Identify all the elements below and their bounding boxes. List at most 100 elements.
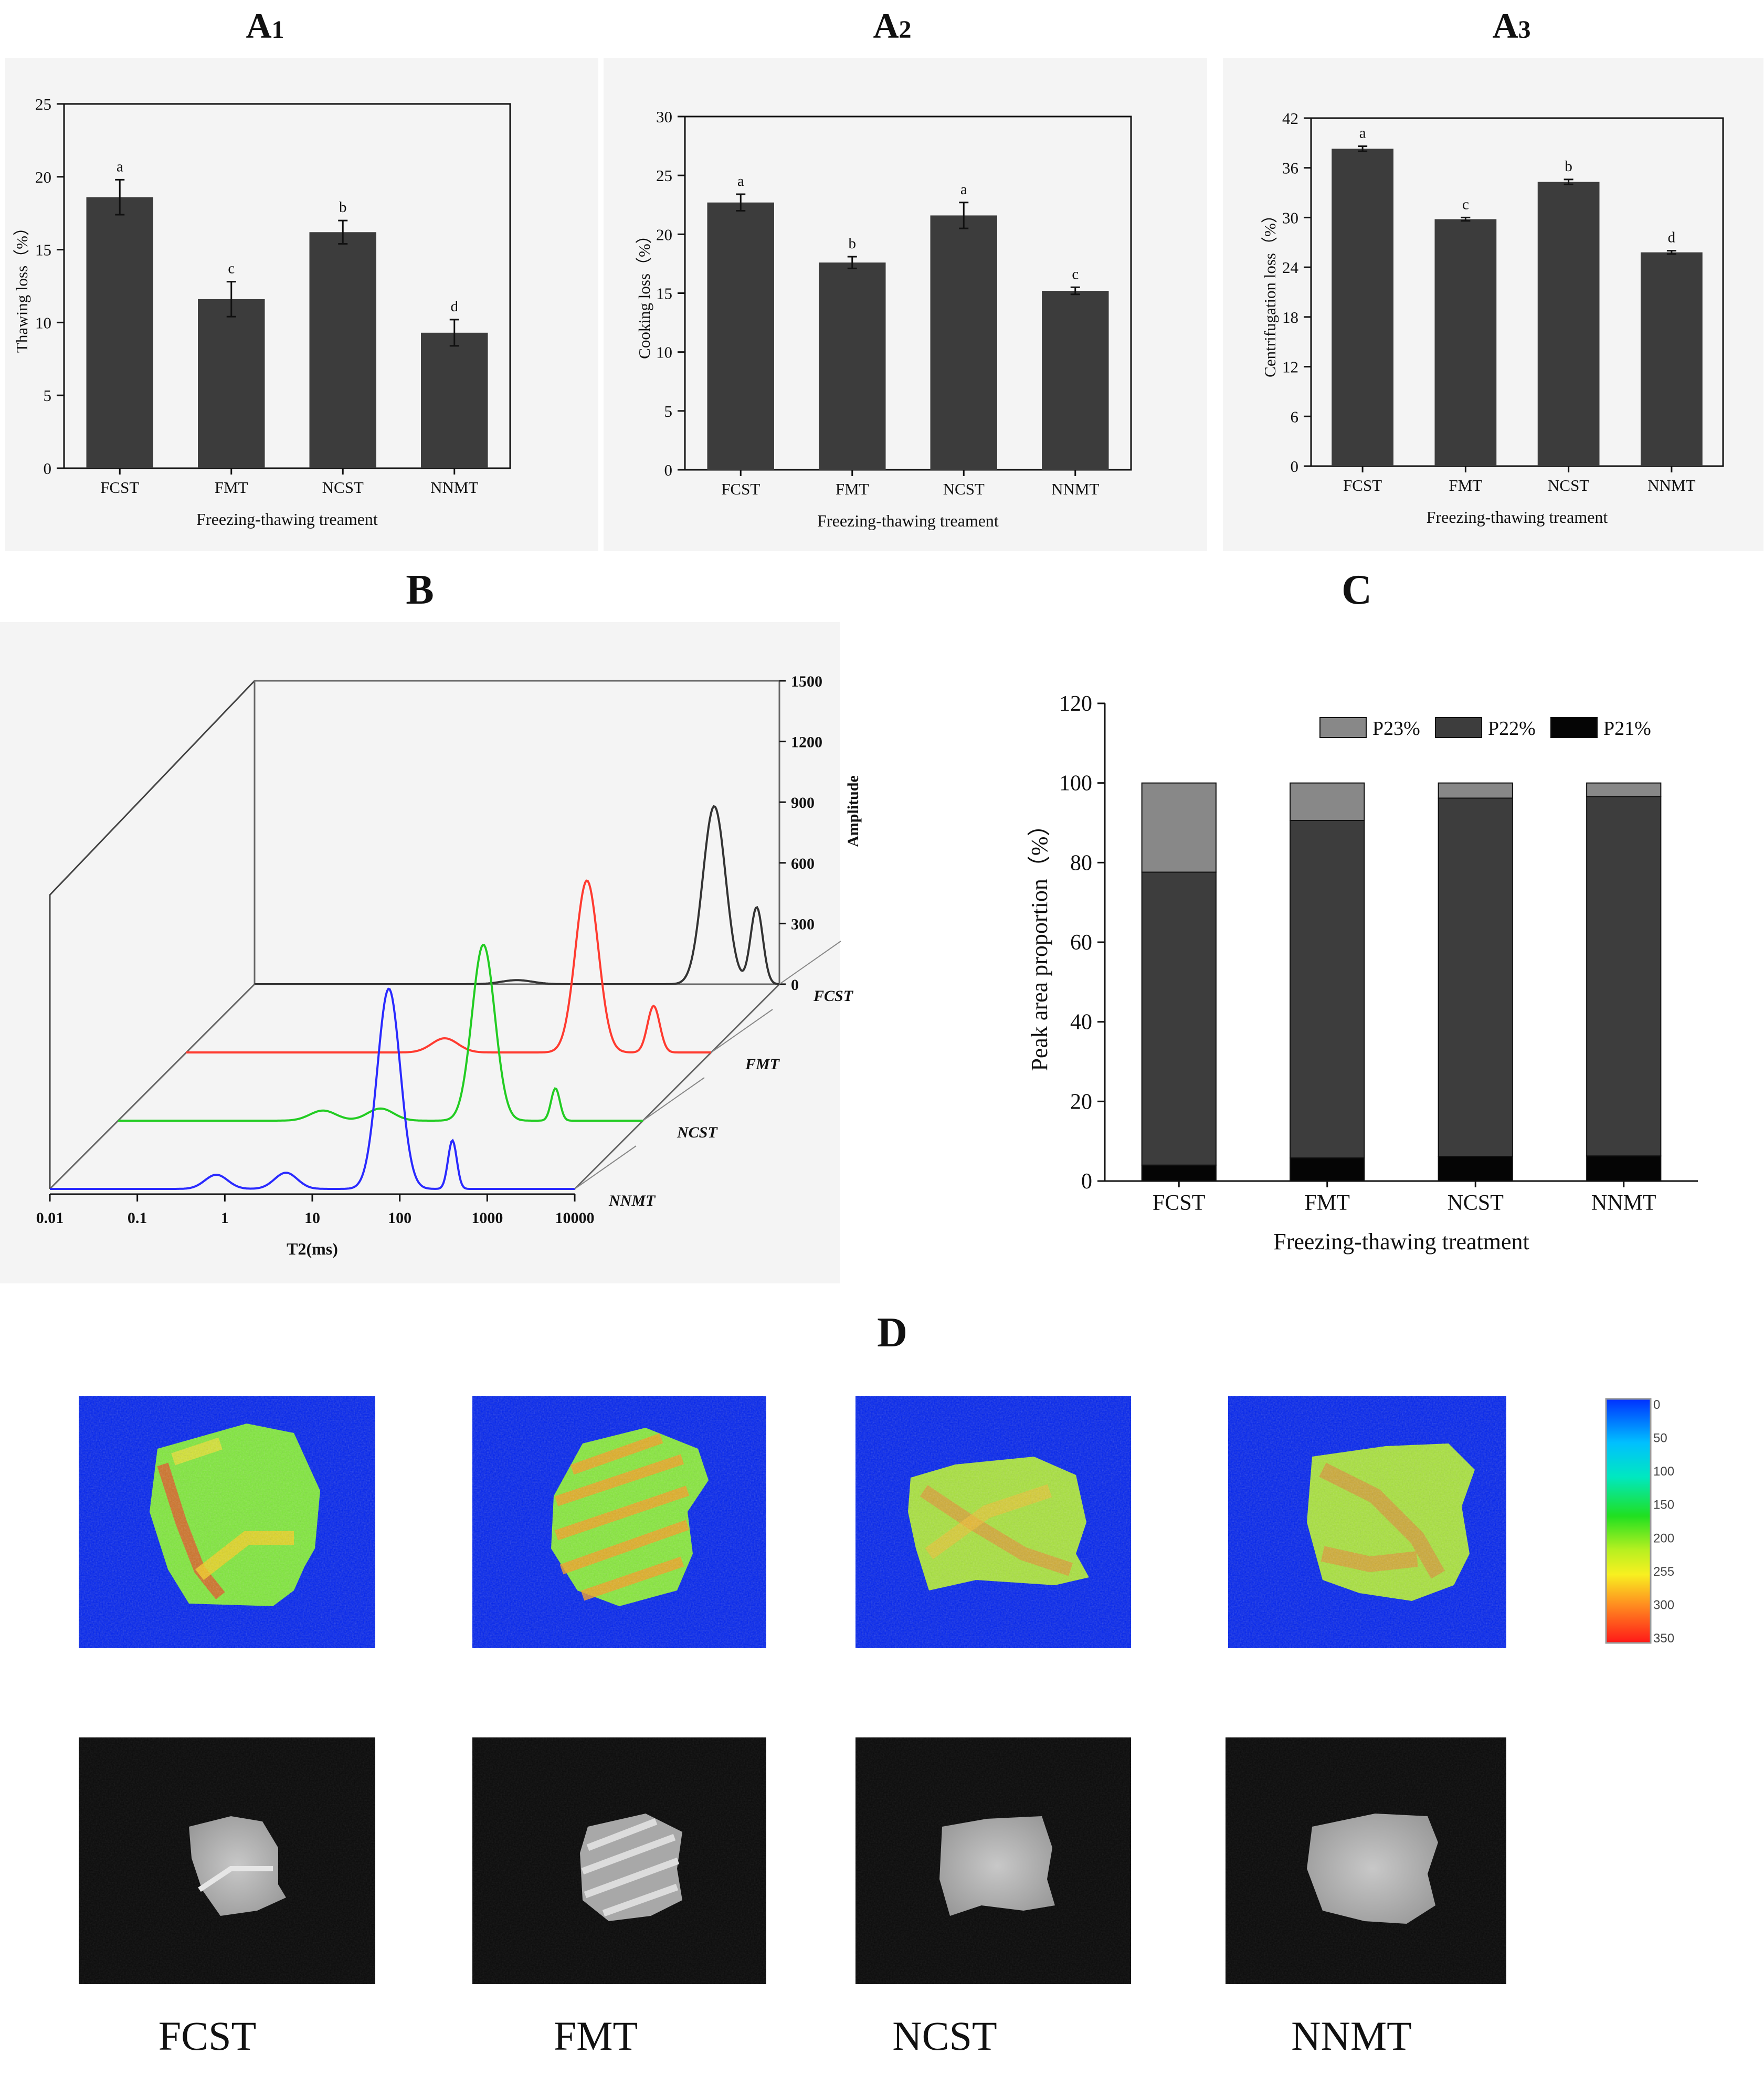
y-tick-label: 36 [1282, 159, 1298, 177]
series-line-fcst [255, 805, 780, 985]
significance-letter: c [1072, 266, 1079, 282]
chart-c-peak-area-proportion: 0 20 40 60 80 100 120 FCST FMT NCST NNMT Freezing-t… [1027, 692, 1698, 1255]
x-tick-label: FMT [836, 480, 869, 498]
y-tick-label: 30 [1282, 208, 1298, 227]
x-tick-label: 10000 [555, 1209, 595, 1227]
chart-a2-cooking-loss: 0 5 10 15 20 25 30 a FCST b FMT a NCST c NNMT Freezing-… [635, 108, 1132, 530]
sample-label-nnmt: NNMT [1291, 2013, 1412, 2059]
y-tick-label: 5 [664, 402, 673, 420]
x-tick-label: 10 [304, 1209, 320, 1227]
y-tick-label: 42 [1282, 109, 1298, 128]
y-axis-label: Cooking loss（%） [635, 227, 653, 359]
pseudo-image-fcst [79, 1396, 375, 1648]
y-tick-label: 20 [1070, 1090, 1092, 1114]
y-tick-label: 40 [1070, 1010, 1092, 1035]
x-tick-label: NNMT [1647, 476, 1695, 494]
legend-swatch [1319, 717, 1367, 738]
bar-fmt [1434, 219, 1497, 466]
colorbar-tick-label: 350 [1653, 1631, 1674, 1646]
gray-image-ncst [855, 1737, 1131, 1984]
x-tick-label: FCST [1343, 476, 1382, 494]
y-tick-label: 25 [656, 166, 672, 185]
bar-segment-fcst-p21 [1141, 1164, 1217, 1182]
z-tick-label: 1500 [791, 673, 822, 690]
bar-nnmt [1042, 291, 1109, 470]
panel-letter: A [873, 6, 899, 46]
series-line-fmt [186, 879, 711, 1053]
z-tick-label: 600 [791, 855, 815, 872]
significance-letter: b [1565, 158, 1572, 175]
bar-fcst [707, 202, 774, 470]
bar-segment-nnmt-p22 [1586, 796, 1662, 1157]
y-tick-label: 10 [656, 343, 672, 362]
x-axis-label: Freezing-thawing treatment [1273, 1229, 1529, 1255]
z-tick-label: 1200 [791, 734, 822, 751]
x-tick-label: 0.01 [36, 1209, 64, 1227]
panel-d-mri-images: 0 50 100 150 200 255 300 350 [79, 1396, 1674, 2059]
colorbar-tick-label: 50 [1653, 1431, 1667, 1446]
bar-segment-nnmt-p21 [1586, 1155, 1662, 1182]
x-tick-label: FMT [1449, 476, 1483, 494]
bar-segment-fmt-p23 [1290, 782, 1365, 821]
legend-swatch [1435, 717, 1482, 738]
panel-b-background [0, 622, 840, 1283]
y-axis-label: Peak area proportion（%） [1027, 813, 1052, 1071]
sample-label-fcst: FCST [159, 2013, 256, 2059]
panel-subscript: 3 [1518, 16, 1531, 44]
x-axis-label: T2(ms) [287, 1239, 338, 1258]
x-axis-label: Freezing-thawing treament [196, 510, 378, 529]
bar-fmt [819, 262, 886, 470]
bar-fcst [1332, 149, 1393, 467]
panel-letter: A [246, 6, 271, 46]
y-tick-label: 18 [1282, 308, 1298, 326]
bar-segment-fcst-p23 [1141, 782, 1217, 873]
colorbar: 0 50 100 150 200 255 300 350 [1605, 1398, 1674, 1646]
x-tick-label: 1000 [471, 1209, 503, 1227]
y-tick-label: 12 [1282, 358, 1298, 376]
significance-letter: c [1462, 196, 1469, 213]
y-tick-label: 15 [656, 284, 672, 303]
x-tick-label: FMT [1305, 1191, 1350, 1215]
plot-frame [1310, 117, 1724, 467]
panel-subscript: 2 [899, 16, 912, 44]
colorbar-tick-label: 300 [1653, 1598, 1674, 1612]
y-tick-label: 0 [664, 461, 673, 479]
x-tick-label: FCST [100, 478, 139, 497]
bar-segment-fmt-p22 [1290, 819, 1365, 1159]
panel-title-a2: A2 [873, 6, 911, 46]
legend-label: P23% [1372, 718, 1420, 740]
bar-segment-ncst-p22 [1438, 797, 1513, 1157]
x-tick-label: NNMT [1591, 1191, 1656, 1215]
y-tick-label: 15 [35, 241, 51, 259]
series-line-ncst [118, 943, 643, 1122]
panel-subscript: 1 [272, 16, 284, 44]
bar-nnmt [1641, 252, 1703, 466]
x-axis-label: Freezing-thawing treament [817, 511, 999, 530]
x-tick-label: NCST [1548, 476, 1589, 494]
legend-label: P21% [1603, 718, 1651, 740]
sample-label-ncst: NCST [892, 2013, 997, 2059]
y-tick-label: 24 [1282, 258, 1299, 277]
y-tick-label: 20 [656, 225, 672, 244]
y-tick-label: 6 [1291, 407, 1299, 426]
panel-title-a1: A1 [246, 6, 284, 46]
sample-label-fmt: FMT [554, 2013, 638, 2059]
significance-letter: b [339, 199, 347, 216]
pseudo-image-ncst [855, 1396, 1131, 1648]
significance-letter: a [960, 181, 967, 198]
y-axis-label: Centrifugation loss（%） [1261, 207, 1279, 377]
row-guide [711, 1009, 773, 1053]
x-tick-label: 100 [388, 1209, 411, 1227]
significance-letter: a [1359, 125, 1366, 142]
significance-letter: d [1668, 229, 1676, 246]
x-tick-label: FMT [215, 478, 248, 497]
x-tick-label: NNMT [430, 478, 478, 497]
x-tick-label: 1 [221, 1209, 229, 1227]
row-guide [574, 1145, 637, 1189]
sample-labels: FCST FMT NCST NNMT [159, 2013, 1412, 2059]
bar-segment-nnmt-p23 [1586, 782, 1662, 797]
significance-letter: b [849, 235, 857, 252]
bar-ncst [309, 232, 376, 468]
significance-letter: c [228, 260, 235, 277]
